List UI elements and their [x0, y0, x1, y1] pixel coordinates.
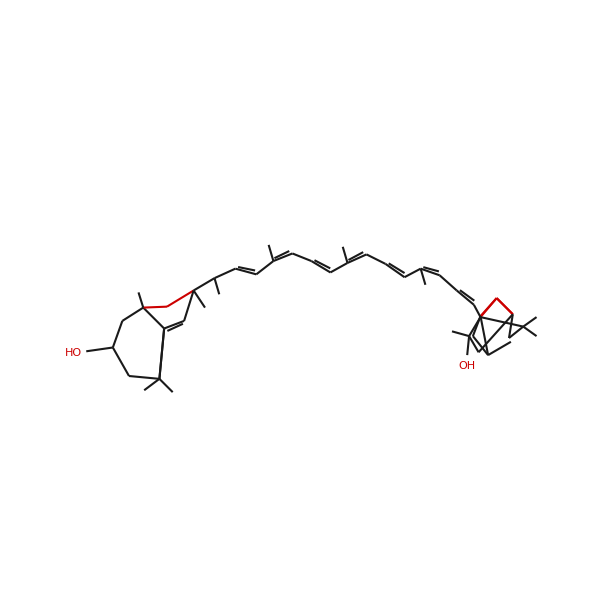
Text: HO: HO [64, 348, 82, 358]
Text: OH: OH [458, 361, 476, 371]
